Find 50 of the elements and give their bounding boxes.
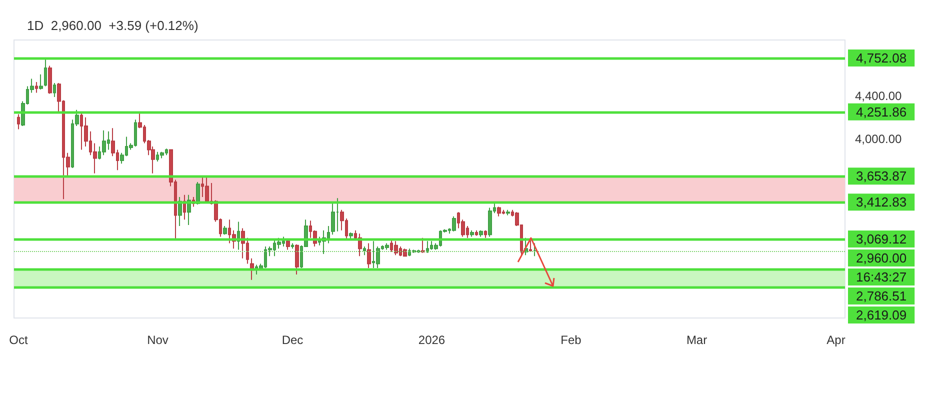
ref-line-label: 2,960.00 [856,250,907,266]
candlestick [196,181,200,206]
ref-line-label: 2,619.09 [856,308,907,323]
x-tick-label: Feb [560,333,582,347]
candlestick [403,248,407,257]
candlestick [488,207,492,238]
x-tick-label: Nov [147,333,168,347]
ref-line-label: 3,412.83 [856,194,907,210]
candlestick [48,65,52,94]
candlestick [205,176,209,204]
candlestick [385,242,389,250]
candlestick [102,130,106,156]
candlestick [35,81,38,94]
y-tick-label: 4,400.00 [855,88,902,103]
candlestick [363,246,366,256]
candlestick [484,230,487,238]
candlestick [286,240,290,250]
candlestick [349,232,353,240]
candlestick [367,242,371,268]
candlestick [394,240,398,256]
candlestick [426,240,429,254]
x-tick-label: 2026 [418,333,446,347]
candlestick [39,74,43,90]
candlestick [53,82,56,98]
candlestick [44,58,47,87]
ref-line-label: 4,251.86 [856,104,907,120]
candlestick [223,226,227,236]
candlestick [470,230,474,238]
chart-title: 1D 2,960.00 +3.59 (+0.12%) [27,18,198,33]
text: 16:43:27 [856,270,907,285]
candlestick [295,244,299,275]
ref-line-label: 3,069.12 [856,232,907,247]
ref-line-label: 4,752.08 [856,50,907,66]
candlestick [506,209,510,216]
x-tick-label: Oct [9,333,28,347]
x-tick-label: Apr [826,333,846,347]
candlestick [291,242,294,250]
candlestick [421,237,425,254]
x-tick-label: Dec [282,333,304,347]
candlestick [497,206,501,217]
y-tick-label: 4,000.00 [855,132,902,146]
x-tick-label: Mar [686,333,708,347]
candlestick [475,230,478,236]
candlestick [160,151,164,159]
ref-line-label: 3,653.87 [856,168,907,184]
candlestick [17,114,20,130]
ref-line-label: 2,786.51 [856,288,907,304]
candlestick [479,230,483,238]
candlestick [533,242,537,257]
candlestick [452,216,456,232]
